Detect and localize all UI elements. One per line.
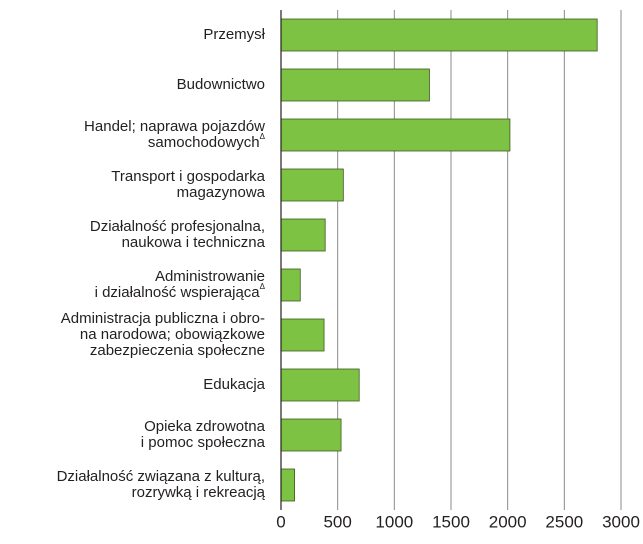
x-tick-label: 3000 [602,512,640,531]
bar [280,68,430,102]
y-tick-label: Budownictwo [177,76,265,93]
bar [280,318,325,352]
x-tick-label: 2000 [489,512,527,531]
x-tick-label: 500 [323,512,351,531]
y-tick-label: i działalność wspierającaΔ [95,282,266,301]
y-tick-label: Administracja publiczna i obro- [61,310,265,327]
bar [280,468,296,502]
y-tick-label: na narodowa; obowiązkowe [80,326,265,343]
bar [280,168,344,202]
bar [280,118,511,152]
bar [280,18,598,52]
x-tick-label: 2500 [545,512,583,531]
y-tick-label: Działalność związana z kulturą, [57,468,265,485]
bar [280,268,301,302]
y-tick-label: samochodowychΔ [148,132,266,151]
y-tick-label: rozrywką i rekreacją [132,484,266,501]
y-tick-label: Handel; naprawa pojazdów [84,118,265,135]
x-tick-label: 0 [276,512,285,531]
y-tick-label: magazynowa [177,184,266,201]
bar [280,368,360,402]
y-tick-label: Edukacja [203,376,265,393]
y-tick-label: Działalność profesjonalna, [90,218,265,235]
y-tick-label: i pomoc społeczna [141,434,266,451]
y-tick-label: Transport i gospodarka [111,168,265,185]
y-tick-label: Opieka zdrowotna [144,418,266,435]
bar [280,418,342,452]
y-tick-label: Administrowanie [155,268,265,285]
y-tick-label: naukowa i techniczna [122,234,266,251]
y-tick-label: Przemysł [203,26,265,43]
x-tick-label: 1000 [375,512,413,531]
y-tick-label: zabezpieczenia społeczne [90,342,265,359]
bar [280,218,326,252]
x-tick-label: 1500 [432,512,470,531]
